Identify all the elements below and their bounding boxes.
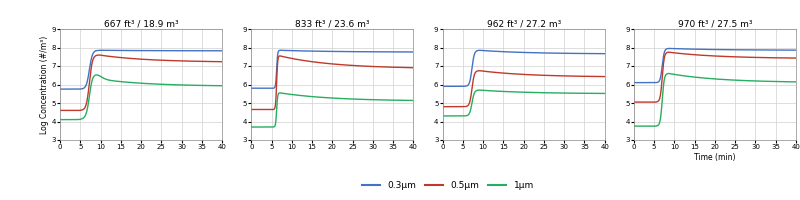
X-axis label: Time (min): Time (min) [694, 153, 736, 162]
Title: 962 ft³ / 27.2 m³: 962 ft³ / 27.2 m³ [486, 19, 561, 28]
Title: 667 ft³ / 18.9 m³: 667 ft³ / 18.9 m³ [104, 19, 178, 28]
Legend: 0.3μm, 0.5μm, 1μm: 0.3μm, 0.5μm, 1μm [358, 177, 538, 193]
Title: 833 ft³ / 23.6 m³: 833 ft³ / 23.6 m³ [295, 19, 370, 28]
Y-axis label: Log Concentration (#/m³): Log Concentration (#/m³) [39, 35, 49, 134]
Title: 970 ft³ / 27.5 m³: 970 ft³ / 27.5 m³ [678, 19, 752, 28]
